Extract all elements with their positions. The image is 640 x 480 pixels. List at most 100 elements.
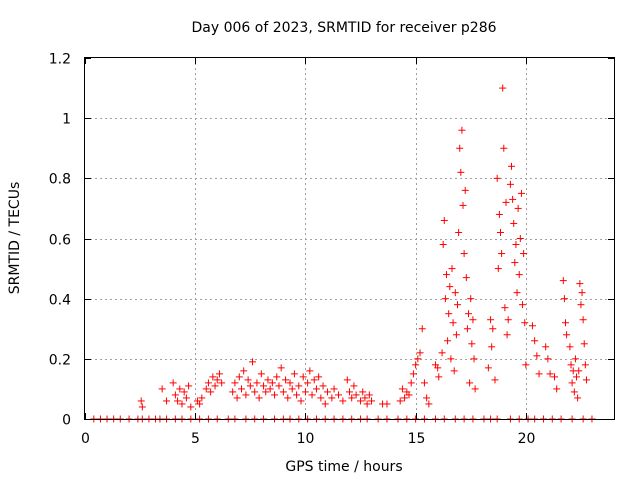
data-point	[237, 385, 245, 393]
data-point	[396, 397, 404, 405]
data-point	[444, 337, 452, 345]
data-point	[420, 379, 428, 387]
data-point	[575, 367, 583, 375]
data-point	[169, 379, 177, 387]
data-point	[508, 162, 516, 170]
data-point	[517, 189, 525, 197]
data-point	[438, 349, 446, 357]
data-point	[218, 379, 226, 387]
data-point	[504, 316, 512, 324]
data-point	[445, 310, 453, 318]
plot-frame	[84, 57, 615, 420]
data-point	[414, 355, 422, 363]
axis-ticks: 0 0.2 0.4 0.6 0.8 1 1.2 0 5 10 15 20	[49, 52, 614, 447]
data-point	[182, 394, 190, 402]
data-point	[215, 370, 223, 378]
data-point	[271, 391, 279, 399]
data-point	[457, 168, 465, 176]
data-point	[467, 295, 475, 303]
data-point	[343, 376, 351, 384]
data-point	[544, 355, 552, 363]
data-point	[484, 364, 492, 372]
data-point	[361, 394, 369, 402]
data-point	[246, 382, 254, 390]
data-point	[459, 201, 467, 209]
data-point	[315, 373, 323, 381]
data-point	[448, 265, 456, 273]
data-point	[533, 352, 541, 360]
data-point	[491, 376, 499, 384]
data-point	[461, 186, 469, 194]
data-point	[249, 358, 257, 366]
data-point	[346, 388, 353, 396]
data-point	[180, 388, 188, 396]
data-point	[570, 388, 578, 396]
data-point	[514, 204, 522, 212]
data-point	[515, 271, 523, 279]
data-point	[567, 361, 575, 369]
data-point	[568, 379, 576, 387]
data-point	[471, 385, 479, 393]
data-point	[282, 376, 290, 384]
x-tick-label: 5	[191, 431, 200, 447]
data-point	[578, 289, 586, 297]
data-point	[158, 385, 166, 393]
chart-title: Day 006 of 2023, SRMTID for receiver p28…	[191, 20, 496, 36]
data-point	[440, 216, 448, 224]
data-point	[503, 331, 511, 339]
data-point	[456, 144, 464, 152]
data-point	[244, 376, 252, 384]
data-point	[174, 397, 182, 405]
data-point	[293, 391, 301, 399]
x-tick-label: 20	[518, 431, 536, 447]
y-tick-label: 0.6	[49, 233, 71, 249]
data-point	[469, 316, 477, 324]
data-points	[90, 84, 596, 423]
data-point	[581, 361, 589, 369]
y-axis-label: SRMTID / TECUs	[7, 182, 23, 295]
data-point	[435, 373, 443, 381]
data-point	[306, 367, 314, 375]
data-point	[528, 322, 536, 330]
data-point	[574, 394, 582, 402]
data-point	[489, 325, 497, 333]
data-point	[493, 174, 501, 182]
data-point	[511, 259, 519, 267]
data-point	[328, 394, 336, 402]
data-point	[495, 210, 503, 218]
data-point	[499, 84, 507, 92]
data-point	[138, 403, 146, 411]
data-point	[178, 400, 186, 408]
data-point	[579, 316, 587, 324]
data-point	[299, 373, 307, 381]
data-point	[297, 397, 305, 405]
data-point	[383, 400, 391, 408]
data-point	[398, 385, 406, 393]
data-point	[350, 382, 358, 390]
data-point	[542, 343, 550, 351]
data-point	[284, 394, 292, 402]
data-point	[266, 385, 274, 393]
data-point	[577, 301, 585, 309]
data-point	[502, 198, 510, 206]
gridlines	[85, 58, 614, 419]
data-point	[279, 388, 287, 396]
data-point	[176, 385, 184, 393]
data-point	[187, 403, 195, 411]
data-point	[264, 376, 272, 384]
data-point	[348, 394, 356, 402]
data-point	[535, 370, 543, 378]
data-point	[423, 394, 431, 402]
data-point	[463, 325, 471, 333]
data-point	[451, 289, 459, 297]
data-point	[501, 304, 509, 312]
data-point	[571, 355, 579, 363]
data-point	[521, 319, 529, 327]
data-point	[171, 391, 179, 399]
data-point	[559, 277, 567, 285]
data-point	[449, 319, 457, 327]
data-point	[434, 364, 442, 372]
data-point	[439, 241, 447, 249]
data-point	[494, 265, 502, 273]
